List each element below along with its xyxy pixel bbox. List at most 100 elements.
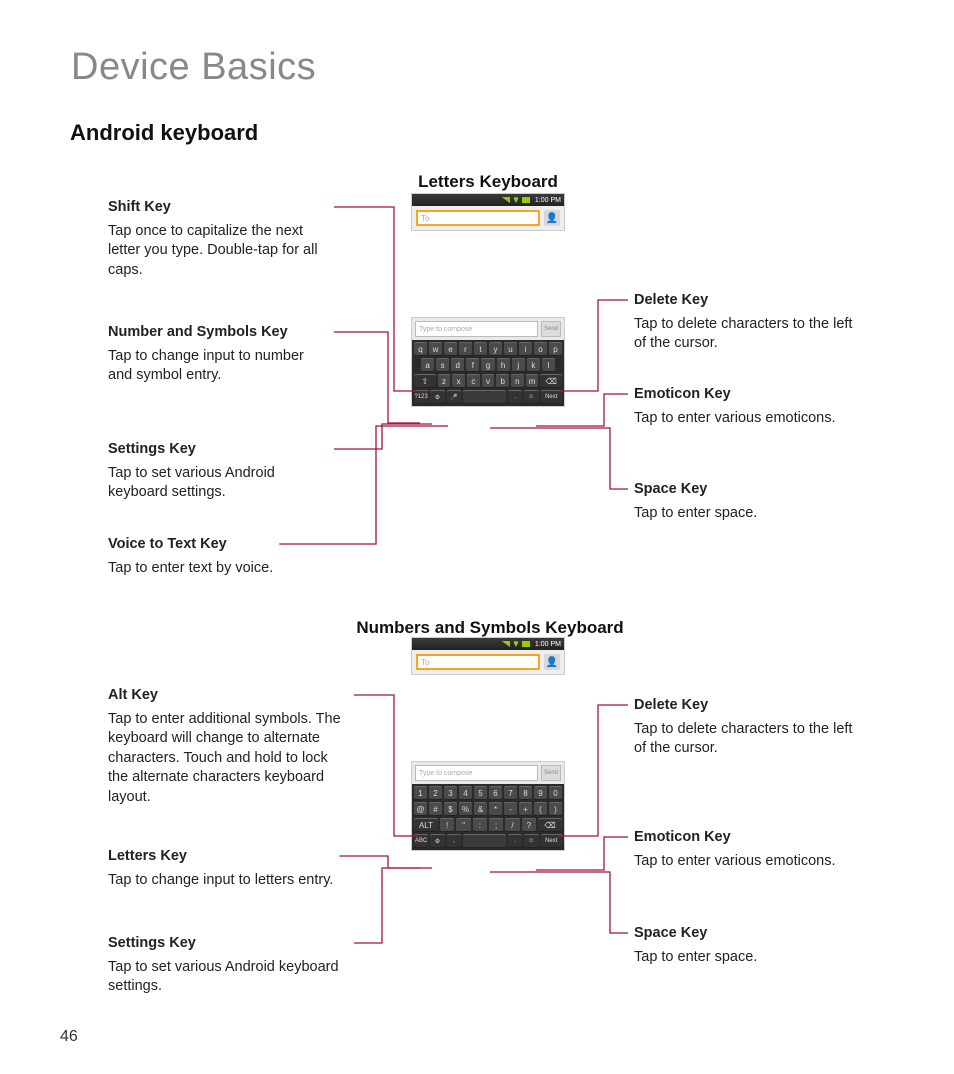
key-?[interactable]: ?	[522, 818, 536, 832]
callout-letters-key: Letters KeyTap to change input to letter…	[108, 847, 333, 890]
comma-key[interactable]: ,	[447, 834, 461, 848]
send-button[interactable]: Send	[541, 321, 561, 337]
key-m[interactable]: m	[526, 374, 539, 388]
key-9[interactable]: 9	[534, 786, 547, 800]
key-k[interactable]: k	[527, 358, 540, 372]
next-key[interactable]: Next	[541, 834, 562, 848]
key-h[interactable]: h	[497, 358, 510, 372]
delete-key[interactable]: ⌫	[540, 374, 562, 388]
key-n[interactable]: n	[511, 374, 524, 388]
settings-key[interactable]: ⚙	[430, 390, 444, 404]
key-p[interactable]: p	[549, 342, 562, 356]
callout-heading: Alt Key	[108, 686, 348, 706]
key-2[interactable]: 2	[429, 786, 442, 800]
key-/[interactable]: /	[505, 818, 519, 832]
callout-body: Tap to set various Android keyboard sett…	[108, 465, 275, 501]
key-![interactable]: !	[440, 818, 454, 832]
key-;[interactable]: ;	[489, 818, 503, 832]
key-z[interactable]: z	[438, 374, 451, 388]
delete-key[interactable]: ⌫	[538, 818, 562, 832]
key-w[interactable]: w	[429, 342, 442, 356]
callout-heading: Delete Key	[634, 291, 854, 311]
status-bar: 1:00 PM	[412, 638, 564, 650]
callout-delete-key: Delete KeyTap to delete characters to th…	[634, 291, 854, 354]
send-button[interactable]: Send	[541, 765, 561, 781]
callout-heading: Shift Key	[108, 198, 328, 218]
key-4[interactable]: 4	[459, 786, 472, 800]
key-s[interactable]: s	[436, 358, 449, 372]
key-e[interactable]: e	[444, 342, 457, 356]
key-f[interactable]: f	[466, 358, 479, 372]
callout-body: Tap once to capitalize the next letter y…	[108, 223, 318, 278]
key-b[interactable]: b	[496, 374, 509, 388]
key-x[interactable]: x	[452, 374, 465, 388]
key-j[interactable]: j	[512, 358, 525, 372]
callout-alt-key: Alt KeyTap to enter additional symbols. …	[108, 686, 348, 807]
to-input[interactable]: To	[416, 654, 540, 670]
key-7[interactable]: 7	[504, 786, 517, 800]
letters-key[interactable]: ABC	[414, 834, 428, 848]
key-)[interactable]: )	[549, 802, 562, 816]
callout-body: Tap to enter space.	[634, 505, 757, 521]
space-key[interactable]	[463, 834, 506, 848]
key-u[interactable]: u	[504, 342, 517, 356]
letters-keyboard: qwertyuiop asdfghjkl ⇧ zxcvbnm ⌫ ?123 ⚙ …	[412, 340, 564, 406]
key-0[interactable]: 0	[549, 786, 562, 800]
key-c[interactable]: c	[467, 374, 480, 388]
key-d[interactable]: d	[451, 358, 464, 372]
period-key[interactable]: .	[508, 390, 522, 404]
key-*[interactable]: *	[489, 802, 502, 816]
key-+[interactable]: +	[519, 802, 532, 816]
numbers-phone-kbd: Type to compose Send 1234567890 @#$%&*-+…	[412, 762, 564, 850]
callout-body: Tap to enter text by voice.	[108, 560, 273, 576]
emoticon-key[interactable]: ☺	[524, 834, 538, 848]
signal-icon	[502, 197, 510, 203]
numbers-symbols-key[interactable]: ?123	[414, 390, 428, 404]
key-r[interactable]: r	[459, 342, 472, 356]
contact-icon[interactable]: 👤	[544, 654, 560, 670]
key-a[interactable]: a	[421, 358, 434, 372]
contact-icon[interactable]: 👤	[544, 210, 560, 226]
callout-heading: Emoticon Key	[634, 828, 836, 848]
key-8[interactable]: 8	[519, 786, 532, 800]
key-3[interactable]: 3	[444, 786, 457, 800]
alt-key[interactable]: ALT	[414, 818, 438, 832]
key-v[interactable]: v	[482, 374, 495, 388]
settings-key[interactable]: ⚙	[430, 834, 444, 848]
key-:[interactable]: :	[473, 818, 487, 832]
to-input[interactable]: To	[416, 210, 540, 226]
key-y[interactable]: y	[489, 342, 502, 356]
shift-key[interactable]: ⇧	[414, 374, 436, 388]
key-o[interactable]: o	[534, 342, 547, 356]
numbers-keyboard-title: Numbers and Symbols Keyboard	[340, 618, 640, 638]
voice-to-text-key[interactable]: 🎤	[447, 390, 461, 404]
key-t[interactable]: t	[474, 342, 487, 356]
signal-icon	[502, 641, 510, 647]
key-"[interactable]: "	[456, 818, 470, 832]
key-5[interactable]: 5	[474, 786, 487, 800]
key-l[interactable]: l	[542, 358, 555, 372]
key-g[interactable]: g	[481, 358, 494, 372]
key-$[interactable]: $	[444, 802, 457, 816]
space-key[interactable]	[463, 390, 506, 404]
callout-body: Tap to change input to letters entry.	[108, 872, 333, 888]
period-key[interactable]: .	[508, 834, 522, 848]
key-1[interactable]: 1	[414, 786, 427, 800]
key-@[interactable]: @	[414, 802, 427, 816]
key-%[interactable]: %	[459, 802, 472, 816]
battery-icon	[522, 197, 530, 203]
callout-body: Tap to delete characters to the left of …	[634, 721, 852, 757]
key--[interactable]: -	[504, 802, 517, 816]
next-key[interactable]: Next	[541, 390, 562, 404]
key-([interactable]: (	[534, 802, 547, 816]
kbd-row-4: ABC ⚙ , . ☺ Next	[414, 834, 562, 848]
emoticon-key[interactable]: ☺	[524, 390, 538, 404]
key-i[interactable]: i	[519, 342, 532, 356]
key-q[interactable]: q	[414, 342, 427, 356]
battery-icon	[522, 641, 530, 647]
compose-input[interactable]: Type to compose	[415, 321, 538, 337]
key-&[interactable]: &	[474, 802, 487, 816]
key-6[interactable]: 6	[489, 786, 502, 800]
key-#[interactable]: #	[429, 802, 442, 816]
compose-input[interactable]: Type to compose	[415, 765, 538, 781]
